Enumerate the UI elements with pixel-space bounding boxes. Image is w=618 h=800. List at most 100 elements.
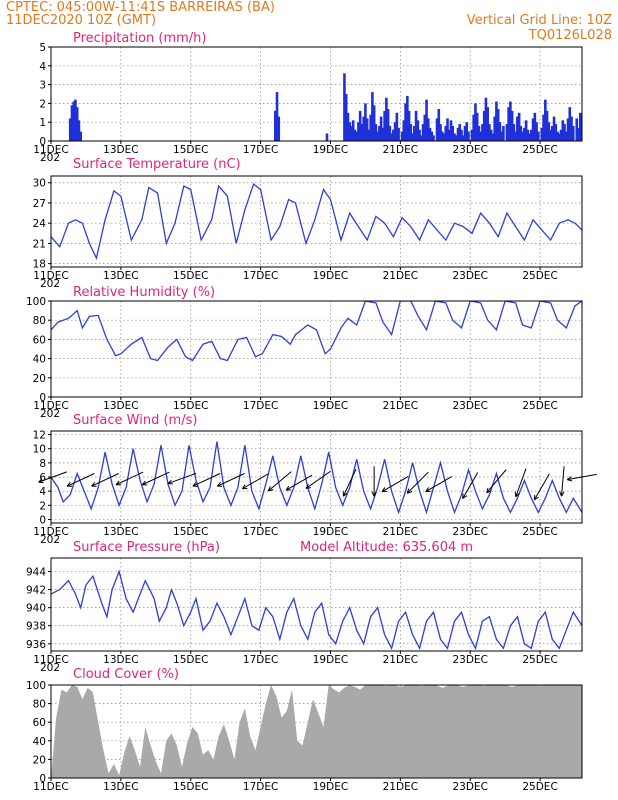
y-tick-label: 3 bbox=[39, 80, 46, 92]
wind-arrow-head bbox=[373, 491, 377, 497]
plot-area bbox=[51, 183, 582, 261]
precip-bar bbox=[475, 112, 479, 141]
wind-arrow-shaft bbox=[285, 474, 313, 491]
x-tick-label: 17DEC bbox=[243, 400, 278, 412]
precip-bar bbox=[540, 127, 544, 141]
wind-arrow bbox=[462, 472, 479, 499]
y-tick-label: 80 bbox=[33, 315, 46, 327]
precip-bar bbox=[463, 125, 467, 141]
panel-0: 0 1 2 3 4 5 11DEC 13DEC 15DEC 17DEC 19DEC 21DEC 23DE… bbox=[33, 31, 583, 164]
precip-bar bbox=[372, 105, 376, 141]
precip-bar bbox=[531, 118, 535, 141]
precip-bar bbox=[379, 116, 383, 141]
precip-bar bbox=[404, 103, 407, 141]
model-code-header: TQ0126L028 bbox=[528, 28, 612, 43]
precip-bar bbox=[449, 120, 453, 141]
precip-bar bbox=[465, 122, 469, 141]
precip-bar bbox=[362, 116, 365, 141]
wind-arrow-shaft bbox=[462, 472, 479, 499]
precip-bar bbox=[571, 125, 575, 141]
precip-bar bbox=[467, 131, 470, 141]
wind-arrow-head bbox=[566, 476, 572, 481]
precip-bar bbox=[554, 124, 558, 141]
precip-bar bbox=[470, 129, 474, 141]
wind-arrow bbox=[167, 472, 197, 485]
precip-bar bbox=[351, 120, 355, 141]
y-tick-label: 18 bbox=[33, 259, 46, 271]
panel-title: Surface Wind (m/s) bbox=[73, 413, 197, 428]
precip-bar bbox=[423, 114, 427, 141]
wind-arrow bbox=[381, 476, 409, 493]
precip-bar bbox=[409, 124, 413, 141]
x-tick-label: 13DEC bbox=[103, 781, 138, 793]
precip-bar bbox=[426, 118, 430, 141]
x-tick-label: 15DEC bbox=[173, 526, 208, 538]
wind-arrow-head bbox=[486, 490, 492, 494]
precip-bar bbox=[428, 127, 432, 141]
x-tick-label: 17DEC bbox=[243, 654, 278, 666]
precip-bar bbox=[367, 129, 371, 141]
precip-bar bbox=[575, 118, 579, 141]
x-tick-label: 21DEC bbox=[383, 144, 418, 156]
wind-arrow bbox=[559, 466, 565, 497]
precip-bar bbox=[386, 109, 390, 141]
wind-arrow-head bbox=[192, 481, 197, 487]
x-tick-label: 19DEC bbox=[313, 400, 348, 412]
y-tick-label: 936 bbox=[26, 639, 46, 651]
wind-arrow-head bbox=[515, 492, 520, 498]
precip-bar bbox=[495, 101, 498, 141]
wind-arrow bbox=[192, 473, 221, 487]
x-tick-label: 17DEC bbox=[243, 144, 278, 156]
wind-arrow bbox=[267, 471, 292, 492]
x-tick-label: 15DEC bbox=[173, 270, 208, 282]
precip-bar bbox=[435, 118, 439, 141]
precip-bar bbox=[388, 125, 392, 141]
panel-title: Surface Pressure (hPa) bbox=[73, 540, 220, 555]
precip-bar bbox=[402, 120, 406, 141]
y-tick-label: 60 bbox=[33, 334, 46, 346]
precip-bar bbox=[479, 131, 482, 141]
precip-bar bbox=[277, 116, 281, 141]
year-fragment: 202 bbox=[40, 278, 60, 290]
precip-bar bbox=[407, 110, 411, 141]
precip-bar bbox=[482, 110, 486, 141]
precip-bar bbox=[512, 124, 516, 141]
precip-bar bbox=[440, 131, 444, 141]
precip-bar bbox=[491, 133, 495, 141]
x-tick-label: 11DEC bbox=[33, 400, 68, 412]
precip-bar bbox=[369, 114, 372, 141]
x-tick-label: 11DEC bbox=[33, 781, 68, 793]
panel-frame bbox=[50, 557, 583, 652]
wind-arrow bbox=[514, 468, 527, 498]
plot-area bbox=[51, 301, 582, 362]
x-tick-label: 23DEC bbox=[452, 781, 487, 793]
precip-bar bbox=[514, 131, 517, 141]
precip-bar bbox=[472, 114, 476, 141]
precip-bar bbox=[528, 133, 531, 141]
y-tick-label: 40 bbox=[33, 354, 46, 366]
precip-bar bbox=[474, 103, 477, 141]
wind-arrow-shaft bbox=[305, 470, 331, 489]
y-tick-label: 40 bbox=[33, 736, 46, 748]
wind-arrow bbox=[285, 474, 313, 491]
precip-bar bbox=[517, 112, 521, 141]
plot-area bbox=[51, 569, 582, 651]
x-tick-label: 13DEC bbox=[103, 526, 138, 538]
y-tick-label: 21 bbox=[33, 238, 46, 250]
precip-bar bbox=[542, 114, 545, 141]
precip-bar bbox=[519, 125, 523, 141]
precip-bar bbox=[484, 97, 488, 141]
series-line bbox=[51, 183, 582, 261]
precip-bar bbox=[374, 124, 378, 141]
wind-arrow bbox=[241, 473, 269, 490]
precip-bar bbox=[564, 131, 568, 141]
wind-arrow-shaft bbox=[425, 476, 453, 493]
x-tick-label: 11DEC bbox=[33, 270, 68, 282]
y-tick-label: 2 bbox=[39, 98, 46, 110]
x-tick-label: 25DEC bbox=[522, 400, 557, 412]
precip-bar bbox=[425, 99, 428, 141]
precip-bar bbox=[353, 129, 357, 141]
wind-arrow-head bbox=[559, 491, 562, 497]
precip-bar bbox=[498, 122, 502, 141]
